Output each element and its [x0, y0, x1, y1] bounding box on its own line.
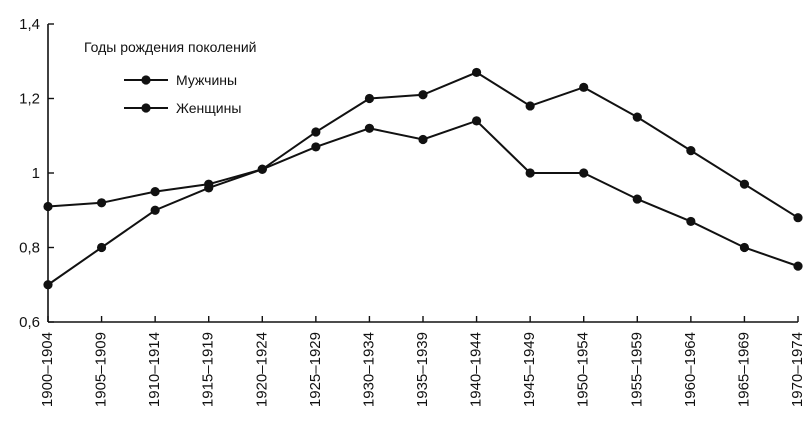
y-tick-label: 0,8	[19, 240, 40, 257]
data-point	[471, 67, 482, 78]
data-point	[739, 242, 750, 253]
data-point	[150, 187, 160, 197]
x-axis-ticks: 1900–1904 1905–1909 1910–1914 1915–1919 1920…	[39, 316, 806, 407]
x-tick-label: 1930–1934	[360, 332, 377, 407]
x-tick-label: 1905–1909	[93, 332, 110, 407]
x-tick-label: 1935–1939	[414, 332, 431, 407]
data-point	[43, 280, 53, 290]
data-point	[632, 112, 642, 122]
legend-swatch-marker	[141, 103, 151, 113]
data-point	[579, 82, 589, 92]
x-tick-label: 1960–1964	[682, 332, 699, 407]
x-tick-label: 1945–1949	[521, 332, 538, 407]
data-point	[311, 142, 321, 152]
data-point	[793, 261, 803, 271]
y-tick-label: 1,2	[19, 91, 40, 108]
x-tick-label: 1970–1974	[789, 332, 806, 407]
y-tick-label: 0,6	[19, 314, 40, 331]
legend-label: Мужчины	[176, 72, 237, 88]
data-point	[525, 168, 535, 178]
data-point	[739, 179, 750, 189]
data-point	[525, 101, 535, 111]
data-point	[364, 123, 375, 133]
y-tick-label: 1	[32, 165, 40, 182]
x-tick-label: 1915–1919	[200, 332, 217, 407]
data-point	[579, 168, 589, 178]
legend: Годы рождения поколений Мужчины Женщины	[84, 39, 256, 116]
data-point	[257, 164, 267, 174]
axes	[47, 24, 798, 323]
data-point	[43, 201, 53, 212]
data-point	[150, 205, 160, 215]
legend-swatch-marker	[141, 75, 151, 85]
series-layer	[43, 67, 803, 290]
x-tick-label: 1925–1929	[307, 332, 324, 407]
x-tick-label: 1955–1959	[628, 332, 645, 407]
x-tick-label: 1940–1944	[468, 332, 485, 407]
data-point	[793, 213, 803, 223]
y-axis-ticks: 0,6 0,8 1 1,2 1,4	[19, 16, 54, 331]
data-point	[686, 216, 696, 227]
data-point	[364, 93, 375, 104]
data-point	[96, 198, 107, 208]
legend-title: Годы рождения поколений	[84, 39, 256, 55]
data-point	[418, 134, 428, 145]
x-tick-label: 1920–1924	[253, 332, 270, 407]
y-tick-label: 1,4	[19, 16, 40, 33]
legend-label: Женщины	[176, 100, 241, 116]
data-point	[204, 179, 214, 189]
data-point	[418, 90, 428, 100]
data-point	[686, 146, 696, 156]
data-point	[311, 127, 321, 137]
data-point	[96, 242, 107, 253]
x-tick-label: 1910–1914	[146, 332, 163, 407]
x-tick-label: 1950–1954	[575, 332, 592, 407]
x-tick-label: 1900–1904	[39, 332, 56, 407]
data-point	[471, 116, 482, 126]
series-line-1	[47, 71, 799, 286]
x-tick-label: 1965–1969	[735, 332, 752, 407]
data-point	[632, 194, 642, 204]
